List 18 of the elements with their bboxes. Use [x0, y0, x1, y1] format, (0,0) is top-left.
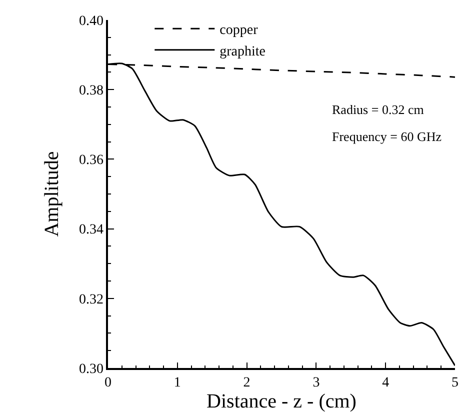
legend-label: graphite	[220, 44, 266, 60]
y-tick-label: 0.34	[78, 222, 104, 238]
x-tick-label: 3	[312, 376, 320, 391]
y-axis-title: Amplitude	[40, 151, 63, 237]
y-tick-label: 0.32	[78, 292, 104, 308]
x-tick-label: 1	[174, 376, 181, 391]
x-tick-label: 5	[452, 376, 458, 391]
y-tick-label: 0.30	[78, 362, 104, 377]
legend-label: copper	[220, 23, 258, 38]
x-tick-label: 0	[104, 376, 112, 391]
x-tick-label: 2	[243, 376, 250, 391]
x-axis-title: Distance - z - (cm)	[206, 390, 356, 413]
y-tick-label: 0.38	[78, 84, 104, 98]
annotation: Frequency = 60 GHz	[332, 129, 442, 144]
annotation: Radius = 0.32 cm	[332, 102, 424, 117]
y-tick-label: 0.36	[78, 153, 104, 168]
x-tick-label: 4	[382, 376, 390, 391]
y-tick-label: 0.40	[78, 14, 104, 29]
